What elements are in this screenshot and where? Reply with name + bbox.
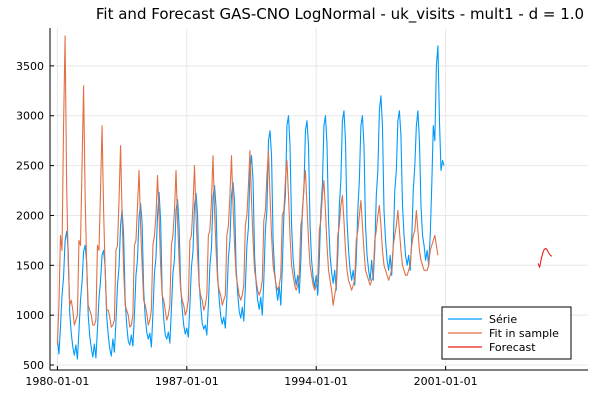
series-line-forecast [537, 247, 553, 268]
series-layer [56, 35, 553, 360]
axes: 500 1000 1500 2000 2500 3000 3500 1980-01-01 198… [16, 28, 588, 388]
x-tick-label: 1994-01-01 [284, 375, 348, 388]
x-tick-label: 2001-01-01 [414, 375, 478, 388]
series-line-fit-in-sample [56, 35, 439, 346]
legend-label: Forecast [489, 341, 536, 354]
y-tick-label: 3500 [16, 60, 44, 73]
x-tick-label: 1980-01-01 [25, 375, 89, 388]
y-tick-label: 500 [23, 359, 44, 372]
chart-title: Fit and Forecast GAS-CNO LogNormal - uk_… [96, 5, 584, 24]
legend-label: Fit in sample [489, 327, 559, 340]
legend-label: Série [489, 313, 517, 326]
y-tick-label: 1000 [16, 309, 44, 322]
y-tick-label: 1500 [16, 259, 44, 272]
y-tick-label: 2000 [16, 209, 44, 222]
x-tick-label: 1987-01-01 [155, 375, 219, 388]
y-tick-label: 2500 [16, 160, 44, 173]
y-tick-label: 3000 [16, 110, 44, 123]
